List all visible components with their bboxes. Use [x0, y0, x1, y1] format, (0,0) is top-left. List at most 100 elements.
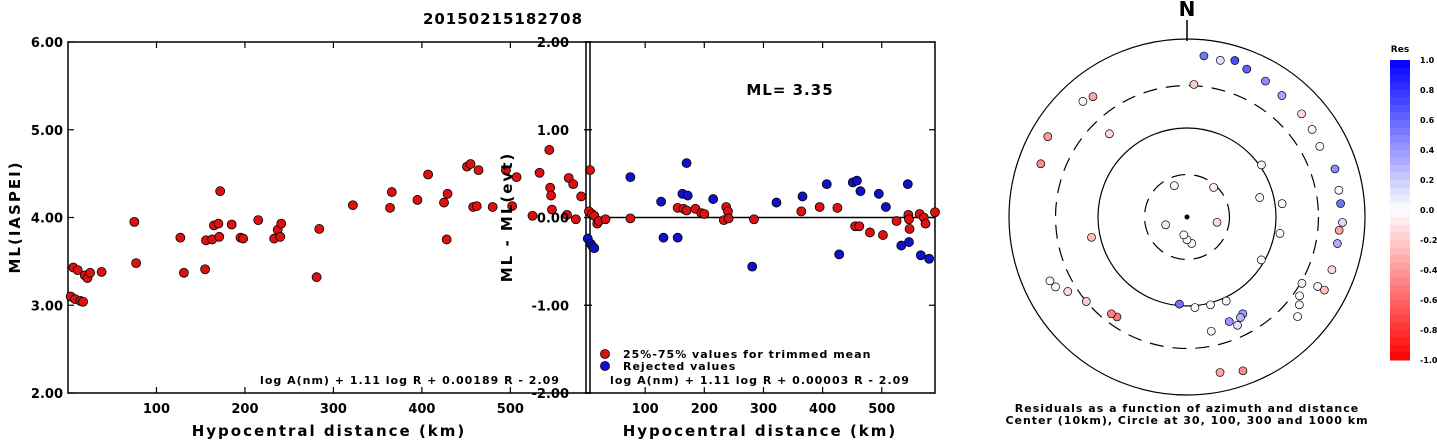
- trimmed-point: [854, 221, 865, 232]
- trimmed-point: [920, 218, 931, 229]
- station-residual-point: [1277, 199, 1287, 208]
- station-residual-point: [1275, 229, 1285, 238]
- colorbar-tick-label: 1.0: [1420, 56, 1435, 65]
- rejected-point: [904, 237, 914, 247]
- colorbar-tick-label: -1.0: [1420, 356, 1437, 365]
- station-residual-point: [1051, 282, 1060, 292]
- colorbar-tick-label: 0.6: [1420, 116, 1435, 125]
- ml-point: [200, 264, 211, 275]
- station-residual-point: [1199, 51, 1209, 61]
- ml-point: [585, 165, 595, 176]
- station-residual-point: [1256, 255, 1266, 265]
- rejected-point: [589, 243, 600, 254]
- ml-point: [276, 218, 287, 229]
- north-label: N: [1179, 0, 1196, 21]
- station-residual-point: [1307, 125, 1317, 134]
- rejected-point: [797, 191, 808, 202]
- ml-point: [96, 267, 107, 277]
- station-residual-point: [1224, 317, 1234, 326]
- ml-point: [72, 265, 83, 276]
- station-residual-point: [1327, 265, 1337, 275]
- trimmed-point: [930, 207, 940, 218]
- ml-point: [131, 258, 142, 269]
- trimmed-point: [723, 213, 734, 224]
- ml-vs-distance-chart: ML(IASPEI) Hypocentral distance (km) log…: [6, 36, 595, 440]
- station-residual-point: [1206, 300, 1215, 310]
- rejected-point: [924, 253, 934, 264]
- station-residual-point: [1297, 109, 1306, 119]
- station-residual-point: [1045, 276, 1055, 286]
- rejected-point: [902, 179, 913, 190]
- trimmed-point: [749, 214, 759, 225]
- left-x-tick-label: 400: [408, 402, 435, 417]
- station-residual-point: [1261, 76, 1270, 86]
- station-residual-point: [1334, 225, 1344, 235]
- station-residual-point: [1161, 220, 1171, 230]
- ml-point: [501, 165, 511, 176]
- rejected-point: [873, 188, 884, 199]
- station-residual-point: [1175, 299, 1184, 309]
- mid-y-tick-label: -1.00: [532, 299, 569, 314]
- colorbar-cell: [1390, 60, 1410, 68]
- station-residual-point: [1333, 239, 1342, 248]
- station-residual-point: [1277, 91, 1287, 100]
- ml-point: [179, 267, 189, 278]
- colorbar-cell: [1390, 300, 1410, 308]
- station-residual-point: [1236, 313, 1245, 322]
- station-residual-point: [1078, 97, 1088, 106]
- station-residual-point: [1169, 181, 1179, 190]
- ml-point: [275, 231, 286, 242]
- rejected-point: [852, 175, 862, 186]
- ml-point: [215, 186, 226, 197]
- trimmed-point: [832, 202, 843, 213]
- colorbar-cell: [1390, 150, 1410, 158]
- colorbar-cell: [1390, 232, 1410, 241]
- ml-point: [534, 167, 545, 178]
- left-x-tick-label: 500: [497, 402, 524, 417]
- colorbar-cell: [1390, 247, 1410, 256]
- colorbar-cell: [1390, 202, 1410, 211]
- colorbar-cell: [1390, 120, 1410, 128]
- colorbar-cell: [1390, 352, 1410, 361]
- colorbar-cell: [1390, 90, 1410, 98]
- mid-x-tick-label: 400: [809, 402, 836, 417]
- colorbar-cell: [1390, 135, 1410, 143]
- station-residual-point: [1190, 303, 1200, 312]
- station-residual-point: [1336, 199, 1345, 208]
- station-residual-point: [1233, 320, 1242, 330]
- colorbar-cell: [1390, 127, 1410, 136]
- station-residual-point: [1257, 160, 1266, 170]
- ml-point: [347, 200, 358, 211]
- colorbar-cell: [1390, 97, 1410, 106]
- colorbar-cell: [1390, 330, 1410, 338]
- colorbar-cell: [1390, 270, 1410, 278]
- ml-point: [214, 231, 225, 242]
- station-residual-point: [1043, 132, 1053, 141]
- mid-x-axis-label: Hypocentral distance (km): [623, 422, 898, 440]
- station-residual-point: [1189, 80, 1199, 89]
- mid-y-tick-label: -2.00: [532, 387, 569, 402]
- colorbar-cell: [1390, 187, 1410, 196]
- station-residual-point: [1293, 312, 1302, 321]
- distance-ring: [1008, 38, 1366, 396]
- station-residual-point: [1221, 296, 1231, 306]
- distance-ring: [1143, 173, 1231, 261]
- ml-point: [423, 169, 433, 180]
- ml-point: [507, 201, 518, 211]
- ml-point: [511, 172, 522, 183]
- colorbar-tick-label: -0.2: [1420, 236, 1437, 245]
- ml-point: [487, 202, 498, 212]
- trimmed-point: [681, 205, 692, 216]
- mid-y-tick-label: 0.00: [537, 212, 569, 227]
- station-residual-point: [1206, 326, 1216, 336]
- station-residual-point: [1295, 300, 1304, 310]
- left-x-axis-label: Hypocentral distance (km): [192, 422, 467, 440]
- ml-point: [253, 215, 264, 226]
- rejected-point: [834, 249, 845, 260]
- colorbar-cell: [1390, 210, 1410, 218]
- trimmed-point: [600, 214, 611, 225]
- ml-point: [78, 296, 88, 307]
- station-residual-point: [1315, 142, 1325, 151]
- trimmed-point: [814, 202, 825, 212]
